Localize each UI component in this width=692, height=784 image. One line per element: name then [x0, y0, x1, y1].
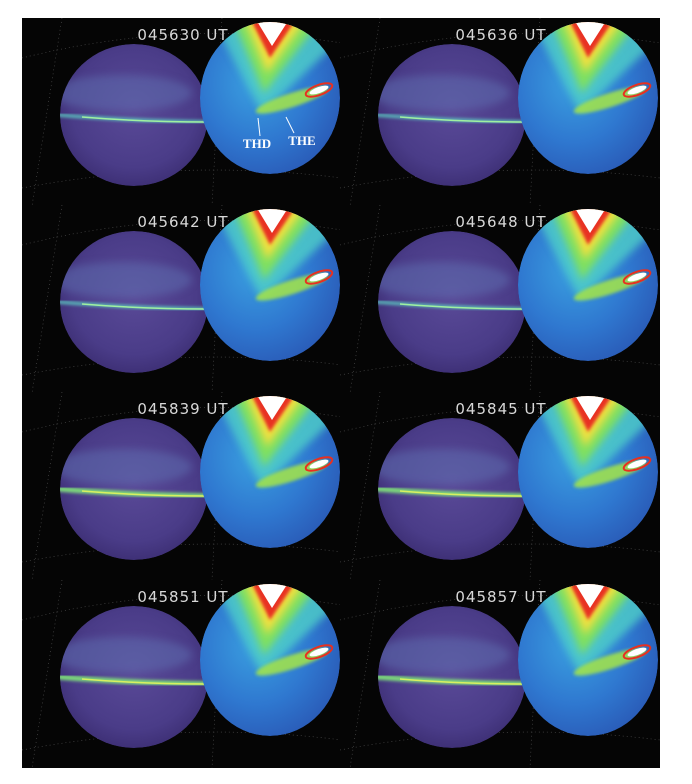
left-disc [60, 606, 208, 748]
bright-spot [627, 647, 647, 657]
grid-line [211, 391, 223, 581]
saturated-region [573, 22, 608, 46]
grid-line [529, 579, 541, 769]
bright-spot [309, 85, 329, 95]
glow [378, 75, 510, 111]
glow [378, 262, 510, 298]
grid-line [529, 391, 541, 581]
timestamp: 045630 UT [137, 26, 228, 44]
left-disc [378, 231, 526, 373]
image-panel: 045630 UT THD THE [21, 17, 343, 207]
saturated-region [255, 22, 290, 46]
right-disc [518, 584, 658, 736]
arc-core [399, 303, 526, 310]
left-disc [60, 44, 208, 186]
right-disc [518, 396, 658, 548]
image-panel: 045845 UT [339, 391, 661, 581]
image-panel: 045851 UT [21, 579, 343, 769]
right-disc [518, 22, 658, 174]
glow [378, 637, 510, 673]
arc-core [81, 678, 208, 685]
timestamp: 045636 UT [455, 26, 546, 44]
red-spot [304, 82, 334, 98]
timestamp: 045642 UT [137, 213, 228, 231]
arc-core [81, 303, 208, 310]
bright-spot [627, 272, 647, 282]
annotation-label: THE [288, 133, 315, 148]
left-disc [378, 606, 526, 748]
left-disc [378, 418, 526, 560]
saturated-region [255, 396, 290, 420]
right-disc [518, 209, 658, 361]
red-spot [622, 644, 652, 660]
red-spot [304, 456, 334, 472]
left-disc [60, 231, 208, 373]
glow [60, 637, 192, 673]
grid-line [211, 204, 223, 394]
annotation-pointer [285, 116, 295, 134]
red-spot [622, 82, 652, 98]
annotation-pointer [257, 117, 261, 137]
grid-line [211, 17, 223, 207]
saturated-region [255, 584, 290, 608]
disc [378, 231, 526, 373]
saturated-region [573, 209, 608, 233]
glow [60, 75, 192, 111]
saturated-region [573, 396, 608, 420]
arc-core [81, 116, 208, 123]
red-spot [622, 269, 652, 285]
right-disc [200, 209, 340, 361]
saturated-region [255, 209, 290, 233]
saturated-region [573, 584, 608, 608]
image-panel: 045648 UT [339, 204, 661, 394]
glow [60, 449, 192, 485]
bright-spot [627, 85, 647, 95]
bright-spot [627, 459, 647, 469]
disc [60, 231, 208, 373]
right-disc [200, 396, 340, 548]
red-spot [304, 269, 334, 285]
image-panel: 045642 UT [21, 204, 343, 394]
arc-core [399, 490, 526, 497]
image-panel: 045636 UT [339, 17, 661, 207]
bright-spot [309, 647, 329, 657]
bright-spot [309, 459, 329, 469]
timestamp: 045857 UT [455, 588, 546, 606]
image-panel: 045839 UT [21, 391, 343, 581]
timestamp: 045851 UT [137, 588, 228, 606]
glow [60, 262, 192, 298]
arc-core [81, 490, 208, 497]
grid-line [529, 204, 541, 394]
annotation-label: THD [243, 136, 271, 151]
left-disc [60, 418, 208, 560]
disc [60, 44, 208, 186]
timestamp: 045648 UT [455, 213, 546, 231]
arc-core [399, 678, 526, 685]
right-disc [200, 584, 340, 736]
grid-line [529, 17, 541, 207]
timestamp: 045839 UT [137, 400, 228, 418]
left-disc [378, 44, 526, 186]
red-spot [622, 456, 652, 472]
red-spot [304, 644, 334, 660]
disc [378, 44, 526, 186]
image-panel: 045857 UT [339, 579, 661, 769]
timestamp: 045845 UT [455, 400, 546, 418]
glow [378, 449, 510, 485]
grid-line [211, 579, 223, 769]
bright-spot [309, 272, 329, 282]
arc-core [399, 116, 526, 123]
right-disc [200, 22, 340, 174]
